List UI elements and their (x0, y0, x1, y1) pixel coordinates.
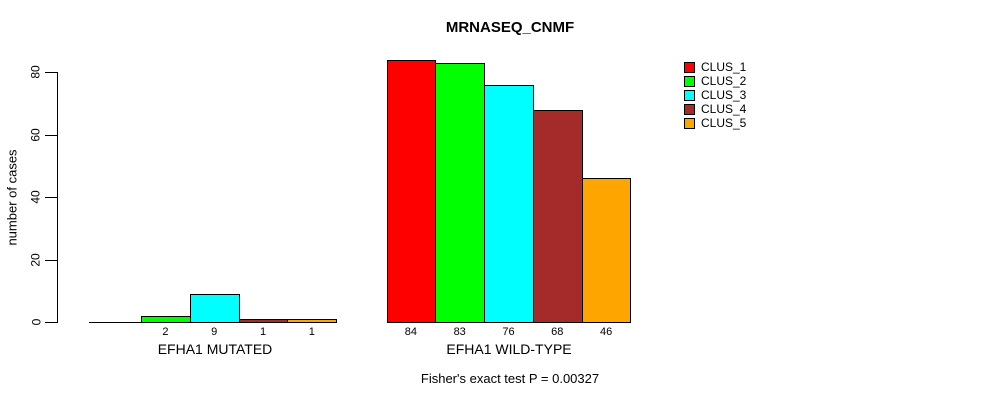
bar-value-label: 46 (599, 326, 613, 338)
bar-value-label: 1 (308, 326, 315, 338)
y-axis-tick-label-text: 0 (29, 318, 43, 326)
bar-clus_1-group1 (386, 59, 437, 323)
legend-swatch-clus_4 (684, 104, 695, 115)
bar-value-label: 68 (551, 326, 564, 338)
bar-clus_3-group1 (484, 84, 534, 323)
bar-clus_2-group0 (141, 315, 191, 323)
y-axis-tick (45, 72, 57, 73)
bar-value-label: 76 (502, 326, 515, 338)
bar-clus_2-group1 (435, 62, 486, 323)
bar-value-label: 9 (211, 326, 218, 338)
y-axis-tick-label: 0 (21, 307, 51, 337)
legend-label-clus_3: CLUS_3 (701, 88, 747, 102)
y-axis-line (57, 72, 58, 323)
bar-clus_3-group0 (189, 293, 240, 323)
legend-swatch-clus_1 (684, 62, 695, 73)
bar-value-label: 2 (162, 326, 169, 338)
legend-swatch-clus_3 (684, 90, 695, 101)
bar-clus_4-group1 (532, 109, 583, 323)
bar-clus_5-group0 (287, 318, 338, 323)
y-axis-tick-label: 60 (21, 120, 51, 150)
x-group-label-mutated: EFHA1 MUTATED (157, 341, 273, 357)
bar-value-label: 83 (453, 326, 466, 338)
y-axis-tick (45, 322, 57, 323)
x-group-label-wild-type: EFHA1 WILD-TYPE (446, 341, 572, 357)
y-axis-tick (45, 197, 57, 198)
y-axis-tick-label: 20 (21, 245, 51, 275)
y-axis-tick (45, 134, 57, 136)
legend-label-clus_1: CLUS_1 (701, 60, 747, 74)
legend-swatch-clus_5 (684, 118, 695, 129)
y-axis-tick-label-text: 40 (28, 190, 43, 204)
y-axis-tick-label: 40 (21, 182, 51, 212)
bar-value-label: 1 (259, 326, 267, 338)
y-axis-tick-label-text: 80 (28, 65, 43, 79)
bar-clus_4-group0 (238, 318, 289, 323)
y-axis-tick (45, 259, 57, 261)
y-axis-tick-label-text: 20 (28, 252, 43, 267)
y-axis-title-text: number of cases (4, 148, 20, 246)
y-axis-tick-label-text: 60 (28, 127, 43, 142)
bar-value-label: 84 (404, 326, 418, 338)
bar-clus_5-group1 (581, 178, 632, 323)
legend-label-clus_2: CLUS_2 (701, 74, 747, 88)
y-axis-tick-label: 80 (21, 57, 51, 87)
legend-swatch-clus_2 (684, 76, 695, 87)
legend-label-clus_5: CLUS_5 (701, 116, 747, 130)
chart-title: MRNASEQ_CNMF (445, 19, 575, 36)
stat-test-caption: Fisher's exact test P = 0.00327 (420, 371, 600, 386)
legend-label-clus_4: CLUS_4 (701, 102, 747, 116)
